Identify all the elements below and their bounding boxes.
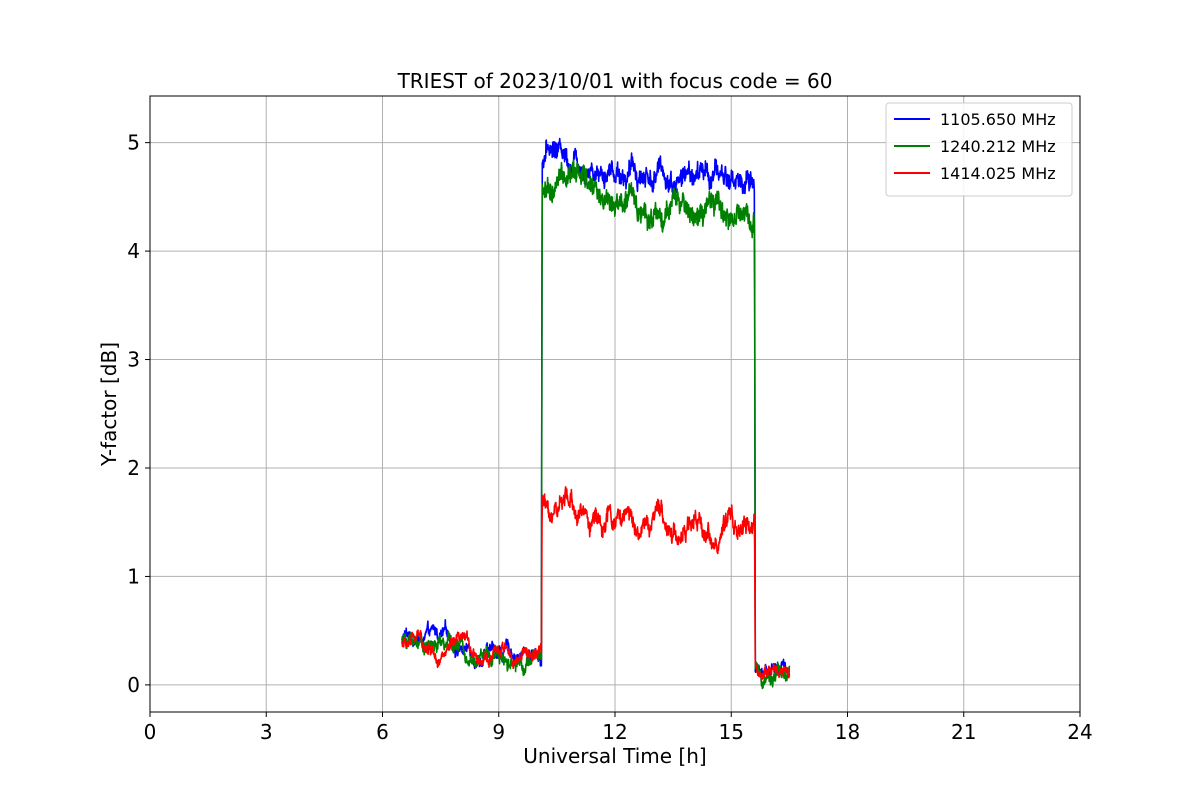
x-tick-label: 21	[951, 720, 976, 744]
y-tick-label: 5	[127, 131, 140, 155]
chart-title: TRIEST of 2023/10/01 with focus code = 6…	[397, 69, 833, 93]
legend: 1105.650 MHz 1240.212 MHz 1414.025 MHz	[885, 102, 1073, 197]
y-tick-label: 3	[127, 348, 140, 372]
series-lines	[401, 137, 791, 690]
y-axis-label: Y-factor [dB]	[97, 342, 121, 467]
legend-label-1: 1105.650 MHz	[940, 110, 1056, 129]
x-axis-label: Universal Time [h]	[523, 744, 706, 768]
legend-box	[885, 102, 1073, 197]
y-tick-label: 0	[127, 673, 140, 697]
x-tick-label: 0	[144, 720, 157, 744]
x-tick-label: 12	[602, 720, 627, 744]
x-tick-label: 6	[376, 720, 389, 744]
series-line-1	[401, 137, 791, 679]
x-tick-label: 15	[719, 720, 744, 744]
legend-label-2: 1240.212 MHz	[940, 137, 1056, 156]
series-line-2	[401, 159, 791, 690]
x-tick-label: 3	[260, 720, 273, 744]
x-tick-label: 18	[835, 720, 860, 744]
y-tick-label: 4	[127, 239, 140, 263]
series-line-3	[401, 486, 791, 681]
x-tick-label: 9	[492, 720, 505, 744]
y-tick-label: 2	[127, 456, 140, 480]
grid-lines	[149, 96, 1081, 712]
legend-label-3: 1414.025 MHz	[940, 164, 1056, 183]
y-tick-label: 1	[127, 564, 140, 588]
x-tick-label: 24	[1067, 720, 1092, 744]
